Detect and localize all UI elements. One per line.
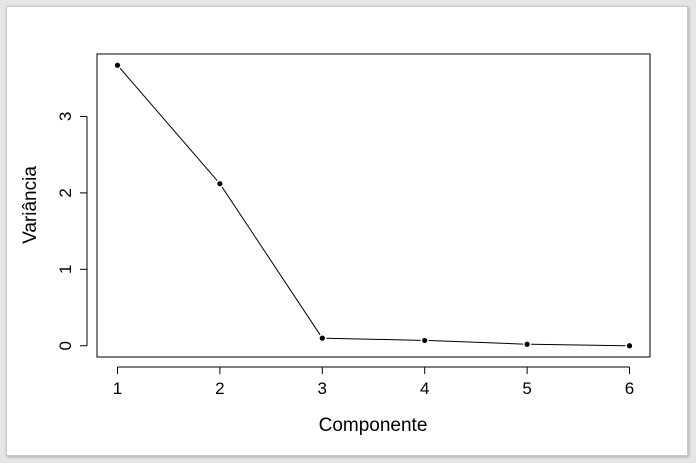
x-tick-label: 4 [420,379,429,398]
x-tick-label: 1 [113,379,122,398]
y-tick-label: 0 [56,341,75,350]
series-line [114,62,633,349]
data-point [114,62,121,68]
x-tick-label: 3 [318,379,327,398]
data-point [422,337,428,344]
data-point [524,341,530,347]
plot-box [96,53,651,358]
series-segment [428,340,524,345]
x-tick-label: 6 [625,379,634,398]
y-axis-label: Variância [20,166,41,244]
data-point [319,335,325,341]
x-tick-label: 5 [522,379,531,398]
x-tick-label: 2 [215,379,224,398]
x-axis: 1 2 3 4 5 6 [113,366,634,398]
y-tick-label: 2 [56,188,75,197]
series-segment [221,186,321,336]
series-segment [531,343,626,347]
data-point [217,181,223,187]
series-segment [326,337,421,341]
y-tick-label: 1 [56,265,75,274]
y-tick-label: 3 [56,112,75,121]
x-axis-label: Componente [319,415,428,436]
y-axis: 0 1 2 3 [56,112,88,350]
chart-frame [6,6,688,456]
series-segment [119,67,218,182]
data-point [626,343,633,349]
